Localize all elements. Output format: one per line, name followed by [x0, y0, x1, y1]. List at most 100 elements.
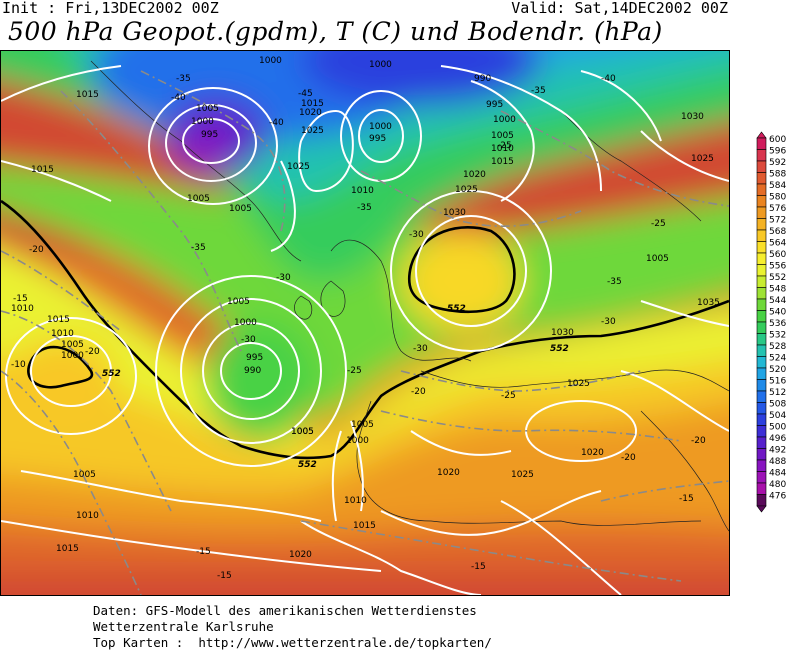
legend-label: 596	[769, 147, 786, 157]
init-time: Init : Fri,13DEC2002 00Z	[2, 0, 219, 17]
pressure-label: 1005	[227, 297, 250, 307]
pressure-label: 1005	[196, 104, 219, 114]
legend-swatch	[756, 310, 767, 323]
pressure-label: 1000	[61, 351, 84, 361]
pressure-label: 1000	[493, 115, 516, 125]
legend-swatch	[756, 160, 767, 173]
temp-label: -25	[501, 391, 516, 401]
pressure-label: 1015	[47, 315, 70, 325]
legend-swatch	[756, 425, 767, 438]
legend-label: 560	[769, 250, 786, 260]
legend-swatch	[756, 390, 767, 403]
temp-label: -25	[497, 141, 512, 151]
temp-label: -30	[409, 230, 424, 240]
pressure-label: 1035	[697, 298, 720, 308]
legend-label: 580	[769, 193, 786, 203]
legend-swatch	[756, 264, 767, 277]
temp-label: -20	[691, 436, 706, 446]
contour-552-label: 552	[447, 304, 466, 314]
pressure-label: 1005	[73, 470, 96, 480]
temp-label: -35	[191, 243, 206, 253]
temp-label: -15	[679, 494, 694, 504]
legend-swatch	[756, 287, 767, 300]
temperature-labels: -35 -40 -45 -40 -35 -40 -35 -30 -35 -30 …	[11, 74, 706, 581]
pressure-label: 1020	[299, 108, 322, 118]
legend-label: 488	[769, 457, 786, 467]
footer: Daten: GFS-Modell des amerikanischen Wet…	[93, 603, 492, 651]
legend-label: 576	[769, 204, 786, 214]
contour-552-labels: 552 552 552 552	[102, 304, 569, 470]
color-legend: 600 596 592 588 584 580 576 572 568 564 560 556 552 5…	[756, 131, 790, 522]
legend-label: 572	[769, 216, 786, 226]
legend-label: 528	[769, 342, 786, 352]
legend-swatch	[756, 218, 767, 231]
pressure-label: 995	[246, 353, 263, 363]
temp-label: -35	[357, 203, 372, 213]
pressure-label: 1010	[351, 186, 374, 196]
temp-label: -45	[298, 89, 313, 99]
temp-label: -20	[85, 347, 100, 357]
legend-label: 556	[769, 262, 786, 272]
legend-label: 600	[769, 135, 786, 145]
pressure-label: 1025	[287, 162, 310, 172]
legend-swatch	[756, 367, 767, 380]
pressure-label: 990	[474, 74, 491, 84]
legend-swatch	[756, 137, 767, 150]
temp-label: -30	[241, 335, 256, 345]
legend-label: 544	[769, 296, 786, 306]
pressure-label: 1000	[259, 56, 282, 66]
footer-line-1: Daten: GFS-Modell des amerikanischen Wet…	[93, 603, 477, 618]
legend-label: 496	[769, 434, 786, 444]
pressure-label: 1030	[443, 208, 466, 218]
weather-map: 1015 1005 1000 995 1005 1015 1020 1025 1…	[0, 50, 730, 596]
pressure-label: 1010	[11, 304, 34, 314]
legend-label: 532	[769, 331, 786, 341]
pressure-label: 1025	[511, 470, 534, 480]
footer-line-3: Top Karten : http://www.wetterzentrale.d…	[93, 635, 492, 650]
pressure-label: 1015	[76, 90, 99, 100]
coastlines	[90, 60, 729, 532]
temp-label: -15	[471, 562, 486, 572]
pressure-label: 1025	[567, 379, 590, 389]
isobars	[1, 65, 729, 595]
temp-label: -40	[171, 93, 186, 103]
pressure-label: 995	[369, 134, 386, 144]
contour-552-high-line	[407, 226, 516, 314]
weather-map-svg: 1015 1005 1000 995 1005 1015 1020 1025 1…	[1, 51, 729, 595]
legend-swatch	[756, 333, 767, 346]
legend-label: 584	[769, 181, 786, 191]
legend-swatch	[756, 448, 767, 461]
legend-swatch	[756, 459, 767, 472]
pressure-label: 1020	[463, 170, 486, 180]
legend-label: 504	[769, 411, 786, 421]
pressure-label: 1020	[437, 468, 460, 478]
legend-label: 500	[769, 423, 786, 433]
pressure-label: 1005	[291, 427, 314, 437]
legend-swatch	[756, 172, 767, 185]
legend-swatch	[756, 402, 767, 415]
legend-label: 552	[769, 273, 786, 283]
pressure-label: 1015	[301, 99, 324, 109]
legend-swatch	[756, 149, 767, 162]
legend-label: 492	[769, 446, 786, 456]
contour-552-label: 552	[298, 460, 317, 470]
temp-label: -30	[413, 344, 428, 354]
pressure-label: 1000	[346, 436, 369, 446]
temp-label: -20	[411, 387, 426, 397]
pressure-label: 995	[201, 130, 218, 140]
temp-label: -25	[651, 219, 666, 229]
pressure-labels: 1015 1005 1000 995 1005 1015 1020 1025 1…	[11, 56, 720, 560]
legend-label: 568	[769, 227, 786, 237]
pressure-label: 1015	[491, 157, 514, 167]
pressure-label: 1005	[229, 204, 252, 214]
temp-label: -35	[531, 86, 546, 96]
contour-552-label: 552	[550, 344, 569, 354]
legend-label: 592	[769, 158, 786, 168]
pressure-label: 1000	[369, 60, 392, 70]
valid-time: Valid: Sat,14DEC2002 00Z	[511, 0, 728, 17]
legend-swatch	[756, 379, 767, 392]
legend-label: 516	[769, 377, 786, 387]
contour-552-line	[1, 199, 729, 460]
pressure-label: 995	[486, 100, 503, 110]
